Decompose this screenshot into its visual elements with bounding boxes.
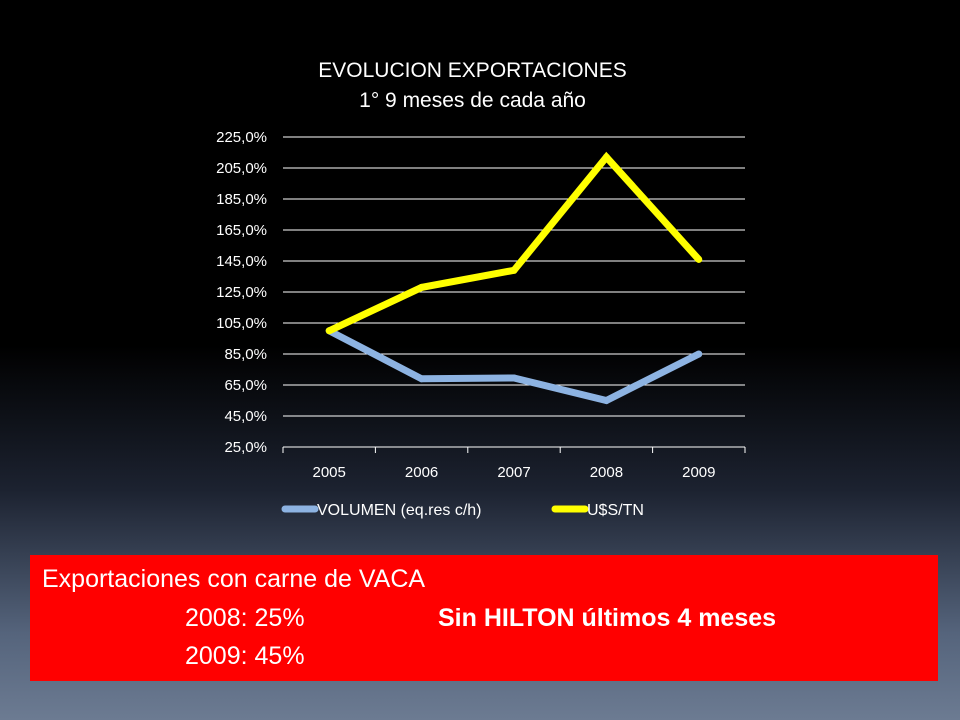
callout-line-3: 2009: 45% [185,642,305,670]
legend-label: U$S/TN [587,502,644,519]
data-point [510,374,518,382]
x-tick-label: 2005 [313,464,346,481]
series-line-volumen [327,327,701,405]
data-point [418,375,426,383]
legend-label: VOLUMEN (eq.res c/h) [317,502,481,519]
series-line-usd-tn [327,151,702,334]
callout-line-2: 2008: 25% [185,604,305,632]
y-tick-label: 85,0% [224,346,267,363]
chart-title: EVOLUCION EXPORTACIONES [318,59,627,82]
y-tick-label: 45,0% [224,408,267,425]
y-tick-label: 105,0% [216,315,267,332]
data-point [602,153,610,161]
y-tick-label: 165,0% [216,222,267,239]
chart-subtitle: 1° 9 meses de cada año [359,89,586,112]
x-tick-label: 2008 [590,464,623,481]
data-point [695,255,703,263]
y-tick-label: 205,0% [216,160,267,177]
y-tick-label: 65,0% [224,377,267,394]
data-point [695,350,703,358]
x-tick-label: 2009 [682,464,715,481]
line-chart: 25,0% 45,0% 65,0% 85,0% 105,0% 125,0% 145,0% 16… [216,129,715,519]
chart-title-block: EVOLUCION EXPORTACIONES 1° 9 meses de ca… [0,56,945,116]
callout-line-1: Exportaciones con carne de VACA [42,565,426,593]
data-point [418,283,426,291]
callout-box: Exportaciones con carne de VACA 2008: 25… [30,555,938,681]
callout-note: Sin HILTON últimos 4 meses [438,604,777,632]
data-point [602,397,610,404]
y-tick-label: 185,0% [216,191,267,208]
x-tick-label: 2007 [497,464,530,481]
y-tick-label: 25,0% [224,439,267,456]
data-point [325,327,333,335]
y-tick-label: 145,0% [216,253,267,270]
data-point [510,266,518,274]
y-tick-label: 125,0% [216,284,267,301]
x-tick-label: 2006 [405,464,438,481]
y-tick-label: 225,0% [216,129,267,146]
